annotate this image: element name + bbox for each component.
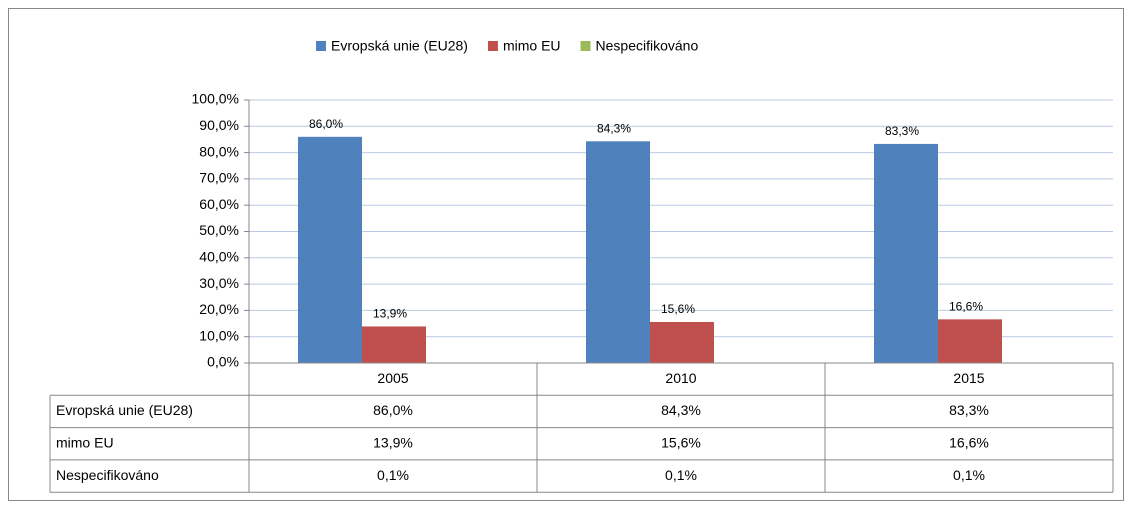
legend-label: mimo EU [503, 38, 561, 54]
x-tick-label: 2015 [953, 370, 984, 386]
table-cell: 86,0% [373, 402, 413, 418]
legend-swatch [580, 41, 591, 51]
table-cell: 16,6% [949, 434, 989, 450]
y-tick-label: 10,0% [199, 327, 239, 343]
y-tick-label: 20,0% [199, 301, 239, 317]
data-label: 16,6% [949, 300, 983, 314]
table-cell: 15,6% [661, 434, 701, 450]
table-row-label: Nespecifikováno [56, 467, 159, 483]
table-cell: 0,1% [953, 467, 985, 483]
legend-label: Nespecifikováno [596, 38, 699, 54]
table-row-label: mimo EU [56, 434, 114, 450]
bar [650, 321, 714, 363]
legend-swatch [316, 41, 326, 51]
table-cell: 0,1% [377, 467, 409, 483]
bar [874, 143, 938, 363]
y-tick-label: 100,0% [192, 91, 239, 107]
table-cell: 0,1% [665, 467, 697, 483]
data-label: 15,6% [661, 302, 695, 316]
y-tick-label: 30,0% [199, 275, 239, 291]
legend-swatch [487, 41, 498, 51]
bar [586, 141, 650, 363]
table-cell: 83,3% [949, 402, 989, 418]
bar [362, 326, 426, 363]
y-tick-label: 80,0% [199, 143, 239, 159]
y-tick-label: 0,0% [207, 354, 239, 370]
legend-label: Evropská unie (EU28) [331, 38, 468, 54]
data-label: 84,3% [597, 121, 631, 135]
table-cell: 84,3% [661, 402, 701, 418]
y-tick-label: 90,0% [199, 117, 239, 133]
y-tick-label: 40,0% [199, 249, 239, 265]
data-label: 86,0% [309, 117, 343, 131]
x-tick-label: 2010 [665, 370, 696, 386]
chart-frame [8, 8, 1124, 501]
data-label: 13,9% [373, 307, 407, 321]
y-tick-label: 50,0% [199, 222, 239, 238]
table-row-label: Evropská unie (EU28) [56, 402, 193, 418]
y-tick-label: 70,0% [199, 170, 239, 186]
bar [298, 136, 362, 363]
y-tick-label: 60,0% [199, 196, 239, 212]
bar [938, 319, 1002, 363]
x-tick-label: 2005 [377, 370, 408, 386]
table-cell: 13,9% [373, 434, 413, 450]
data-label: 83,3% [885, 124, 919, 138]
